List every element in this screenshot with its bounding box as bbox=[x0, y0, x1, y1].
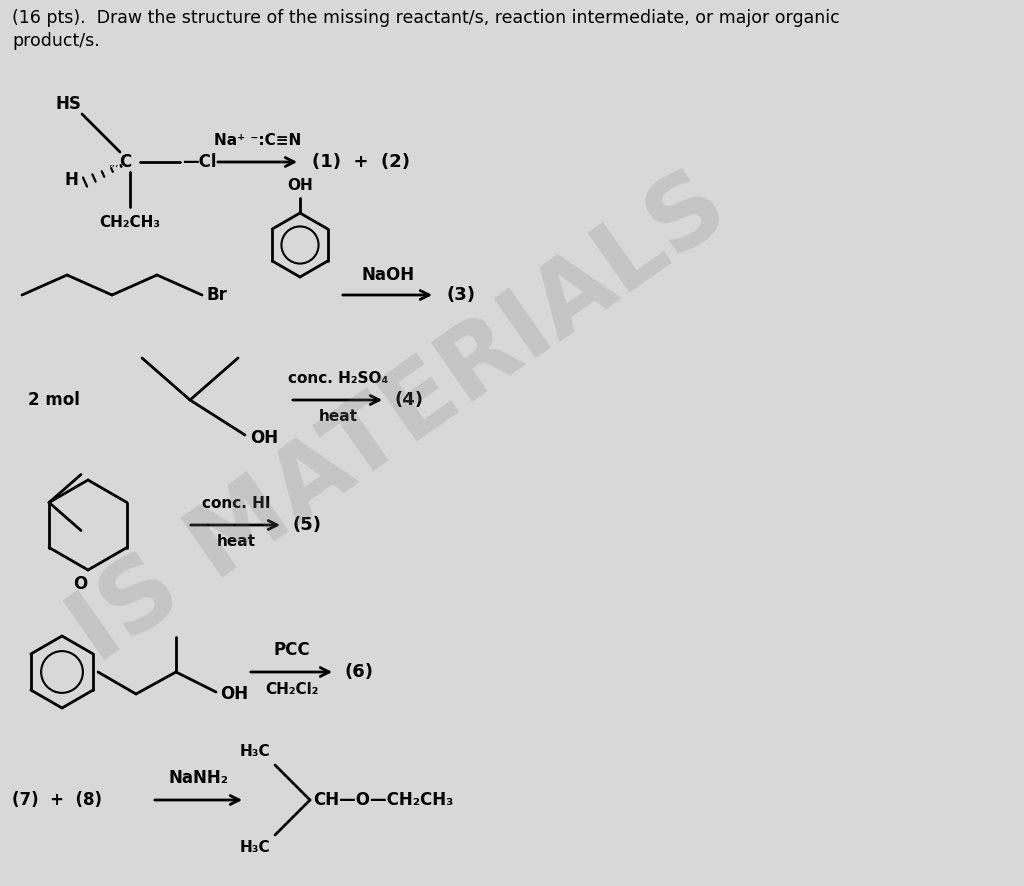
Text: NaOH: NaOH bbox=[361, 266, 415, 284]
Text: CH—O—CH₂CH₃: CH—O—CH₂CH₃ bbox=[313, 791, 454, 809]
Text: conc. HI: conc. HI bbox=[202, 495, 270, 510]
Text: 2 mol: 2 mol bbox=[28, 391, 80, 409]
Text: ’’’: ’’’ bbox=[108, 165, 119, 175]
Text: heat: heat bbox=[216, 533, 256, 548]
Text: PCC: PCC bbox=[273, 641, 310, 659]
Text: (3): (3) bbox=[447, 286, 476, 304]
Text: OH: OH bbox=[250, 429, 279, 447]
Text: OH: OH bbox=[287, 177, 313, 192]
Text: (16 pts).  Draw the structure of the missing reactant/s, reaction intermediate, : (16 pts). Draw the structure of the miss… bbox=[12, 9, 840, 27]
Text: —Cl: —Cl bbox=[182, 153, 216, 171]
Text: CH₂CH₃: CH₂CH₃ bbox=[99, 214, 161, 229]
Text: HS: HS bbox=[55, 95, 81, 113]
Text: (7)  +  (8): (7) + (8) bbox=[12, 791, 102, 809]
Text: (1)  +  (2): (1) + (2) bbox=[312, 153, 410, 171]
Text: (5): (5) bbox=[293, 516, 322, 534]
Text: product/s.: product/s. bbox=[12, 32, 99, 50]
Text: (6): (6) bbox=[345, 663, 374, 681]
Text: IS MATERIALS: IS MATERIALS bbox=[54, 158, 745, 682]
Text: heat: heat bbox=[318, 408, 357, 424]
Text: conc. H₂SO₄: conc. H₂SO₄ bbox=[288, 370, 388, 385]
Text: C: C bbox=[119, 153, 131, 171]
Text: OH: OH bbox=[220, 685, 248, 703]
Text: Br: Br bbox=[207, 286, 228, 304]
Text: CH₂Cl₂: CH₂Cl₂ bbox=[265, 682, 318, 697]
Text: H₃C: H₃C bbox=[240, 744, 270, 759]
Text: Na⁺ ⁻:C≡N: Na⁺ ⁻:C≡N bbox=[214, 133, 302, 147]
Text: H₃C: H₃C bbox=[240, 841, 270, 856]
Text: H: H bbox=[65, 171, 78, 189]
Text: (4): (4) bbox=[395, 391, 424, 409]
Text: O: O bbox=[73, 575, 87, 593]
Text: NaNH₂: NaNH₂ bbox=[168, 769, 228, 787]
